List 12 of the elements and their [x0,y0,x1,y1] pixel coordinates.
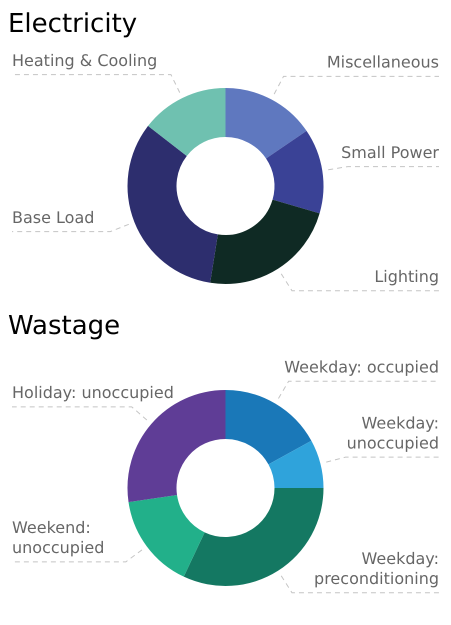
slice-label: Weekday: preconditioning [314,548,439,588]
slice-label: Holiday: unoccupied [12,383,174,402]
slice-label: Base Load [12,208,94,227]
slice-label: Lighting [374,266,439,286]
slice-label: Miscellaneous [326,52,439,72]
slice-label: Heating & Cooling [12,50,158,70]
slice-label: Weekend: unoccupied [12,518,104,557]
slice-label: Small Power [341,142,440,162]
slice-label: Weekday: unoccupied [346,413,439,452]
chart-title: Wastage [8,310,122,342]
chart-title: Electricity [8,8,138,40]
slice-label: Weekday: occupied [284,357,439,376]
